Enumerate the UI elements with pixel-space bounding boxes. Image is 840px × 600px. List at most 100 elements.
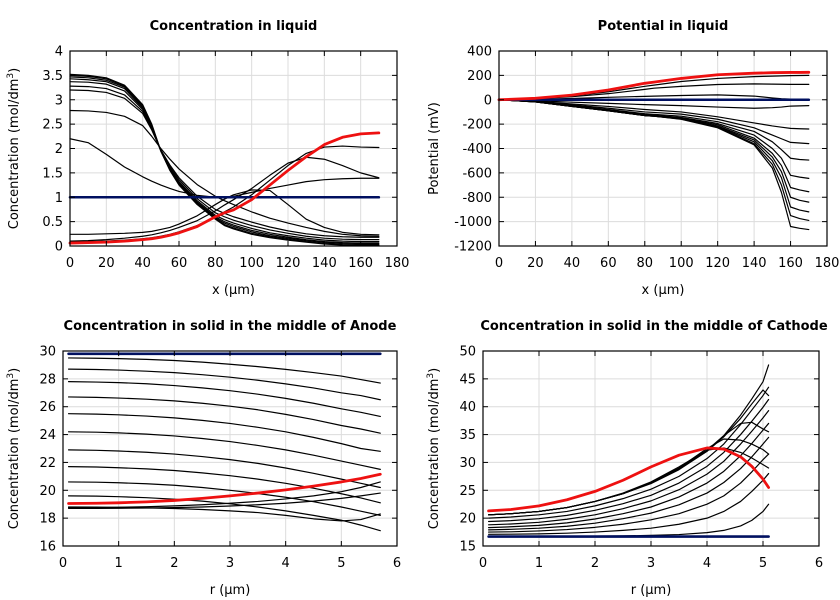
y-tick-label: 200 (467, 69, 492, 84)
y-axis-label-main: Concentration (mol/dm (7, 79, 22, 230)
series-line-2 (69, 74, 380, 246)
series-line-5 (67, 413, 381, 452)
series-line-5 (488, 422, 770, 529)
series-line-6 (498, 99, 810, 179)
chart-title: Concentration in solid in the middle of … (480, 319, 828, 334)
y-tick-label: 25 (459, 484, 476, 499)
series-line-15 (497, 70, 811, 102)
chart-title: Potential in liquid (598, 19, 729, 34)
x-tick-label: 160 (778, 256, 803, 271)
x-tick-label: 40 (564, 256, 581, 271)
y-axis-label: Concentration (mol/dm3) (6, 68, 22, 230)
y-tick-label: -200 (462, 118, 492, 133)
series-line-7 (67, 449, 381, 489)
series-line-4 (488, 436, 770, 531)
y-tick-label: 20 (39, 484, 56, 499)
series-line-4 (67, 396, 381, 434)
x-tick-label: 140 (312, 256, 337, 271)
x-tick-label: 6 (393, 556, 401, 571)
series-line-12 (69, 145, 380, 243)
chart-title: Concentration in solid in the middle of … (64, 319, 397, 334)
y-tick-label: 1 (55, 191, 63, 206)
series-line-7 (498, 99, 810, 161)
y-tick-label: 28 (39, 372, 56, 387)
chart-title: Concentration in liquid (150, 19, 318, 34)
x-tick-label: 80 (637, 256, 654, 271)
x-axis-label: x (µm) (642, 283, 685, 298)
y-tick-label: 15 (459, 540, 476, 555)
x-tick-label: 2 (170, 556, 178, 571)
y-tick-label: 3.5 (42, 69, 63, 84)
x-tick-label: 1 (535, 556, 543, 571)
x-tick-label: 3 (226, 556, 234, 571)
y-tick-label: 24 (39, 428, 56, 443)
x-tick-label: 0 (66, 256, 74, 271)
y-tick-label: 35 (459, 428, 476, 443)
series-line-2 (488, 472, 770, 535)
x-tick-label: 80 (207, 256, 224, 271)
series-line-8 (67, 466, 381, 504)
y-tick-label: 26 (39, 400, 56, 415)
y-axis-label-tail: ) (427, 368, 442, 373)
y-axis-label-superscript: 3 (426, 373, 436, 379)
y-tick-label: 30 (39, 345, 56, 360)
x-tick-label: 0 (495, 256, 503, 271)
x-tick-label: 5 (337, 556, 345, 571)
y-axis-label-superscript: 3 (6, 73, 16, 79)
series-line-7 (488, 398, 770, 523)
y-axis-label-main: Concentration (mol/dm (427, 379, 442, 530)
x-axis-label: r (µm) (631, 583, 672, 598)
y-tick-label: -400 (462, 142, 492, 157)
series-line-14 (68, 131, 381, 245)
y-tick-label: -600 (462, 166, 492, 181)
series-line-13 (67, 481, 381, 509)
y-tick-label: 4 (55, 45, 63, 60)
y-tick-label: 30 (459, 456, 476, 471)
y-axis-label: Concentration (mol/dm3) (426, 368, 442, 530)
x-tick-label: 1 (115, 556, 123, 571)
y-tick-label: -1200 (454, 240, 492, 255)
x-tick-label: 5 (759, 556, 767, 571)
x-tick-label: 60 (600, 256, 617, 271)
series-line-2 (67, 368, 381, 401)
y-tick-label: 0.5 (42, 215, 63, 230)
series-line-7 (69, 89, 380, 238)
y-tick-label: -1000 (454, 215, 492, 230)
series-line-6 (69, 85, 380, 241)
x-tick-label: 100 (669, 256, 694, 271)
series-line-2 (498, 99, 810, 222)
x-tick-label: 2 (591, 556, 599, 571)
y-tick-label: 40 (459, 400, 476, 415)
series-line-10 (488, 389, 770, 516)
series-line-3 (67, 381, 381, 418)
x-tick-label: 120 (705, 256, 730, 271)
x-tick-label: 4 (282, 556, 290, 571)
y-axis-label: Potential (mV) (427, 102, 442, 195)
x-tick-label: 180 (385, 256, 410, 271)
series-line-6 (488, 410, 770, 526)
y-tick-label: 3 (55, 93, 63, 108)
series-line-11 (69, 156, 380, 242)
y-axis-label-main: Concentration (mol/dm (7, 379, 22, 530)
x-tick-label: 0 (479, 556, 487, 571)
series-line-9 (488, 364, 770, 516)
x-tick-label: 20 (527, 256, 544, 271)
series-line-10 (69, 189, 380, 236)
series-line-5 (498, 99, 810, 193)
series-line-15 (67, 472, 382, 505)
y-tick-label: 1.5 (42, 166, 63, 181)
x-tick-label: 100 (239, 256, 264, 271)
x-tick-label: 20 (98, 256, 115, 271)
y-tick-label: 18 (39, 512, 56, 527)
y-tick-label: 50 (459, 345, 476, 360)
series-line-12 (498, 83, 810, 101)
series-line-10 (498, 99, 810, 109)
y-tick-label: -800 (462, 191, 492, 206)
x-tick-label: 160 (348, 256, 373, 271)
chart-panel-2: 0 20 40 60 80 100 120 140 160 180 -1200 -1000 -800 -6… (427, 19, 839, 298)
y-tick-label: 45 (459, 372, 476, 387)
x-axis-label: r (µm) (210, 583, 251, 598)
y-tick-label: 22 (39, 456, 56, 471)
series-line-8 (498, 99, 810, 145)
